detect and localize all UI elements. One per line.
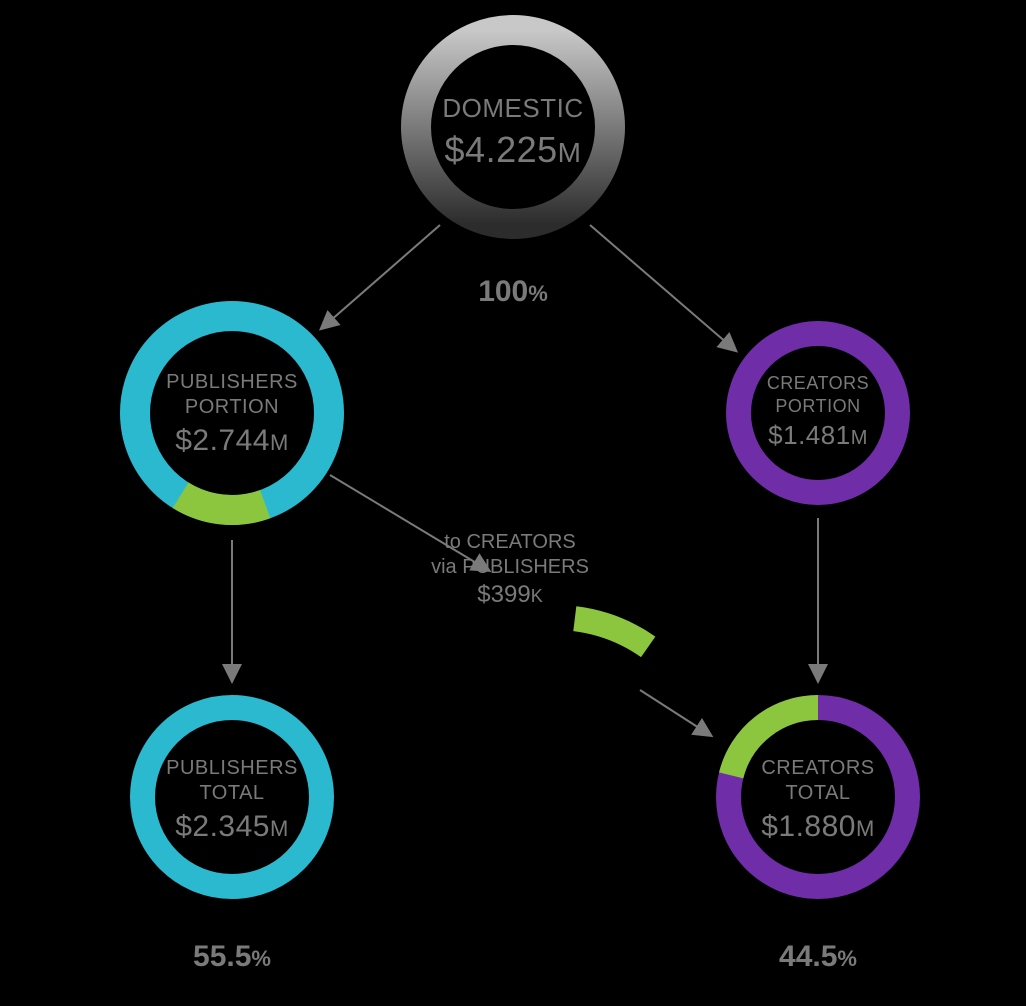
transfer-label: to CREATORS via PUBLISHERS $399K (400, 530, 620, 610)
publishers-total-title-2: TOTAL (132, 781, 332, 806)
publishers-total-pct: 55.5% (162, 940, 302, 974)
creators-portion-title-2: PORTION (718, 395, 918, 418)
creators-total-pct: 44.5% (748, 940, 888, 974)
publishers-portion-value: $2.744M (132, 422, 332, 460)
transfer-value: $399K (400, 580, 620, 610)
creators-total-title-1: CREATORS (718, 756, 918, 781)
publishers-total-title-1: PUBLISHERS (132, 756, 332, 781)
transfer-title-1: to CREATORS (400, 530, 620, 555)
creators-total-label: CREATORS TOTAL $1.880M (718, 756, 918, 846)
creators-total-value: $1.880M (718, 808, 918, 846)
transfer-title-2: via PUBLISHERS (400, 555, 620, 580)
domestic-pct: 100% (463, 275, 563, 309)
publishers-total-value: $2.345M (132, 808, 332, 846)
creators-portion-title-1: CREATORS (718, 372, 918, 395)
publishers-portion-title-1: PUBLISHERS (132, 370, 332, 395)
creators-portion-value: $1.481M (718, 419, 918, 452)
domestic-title: DOMESTIC (413, 92, 613, 125)
creators-portion-label: CREATORS PORTION $1.481M (718, 372, 918, 452)
creators-total-title-2: TOTAL (718, 781, 918, 806)
publishers-portion-label: PUBLISHERS PORTION $2.744M (132, 370, 332, 460)
publishers-portion-title-2: PORTION (132, 395, 332, 420)
domestic-value: $4.225M (413, 127, 613, 172)
domestic-label: DOMESTIC $4.225M (413, 92, 613, 172)
publishers-total-label: PUBLISHERS TOTAL $2.345M (132, 756, 332, 846)
transfer-arc (575, 619, 648, 647)
